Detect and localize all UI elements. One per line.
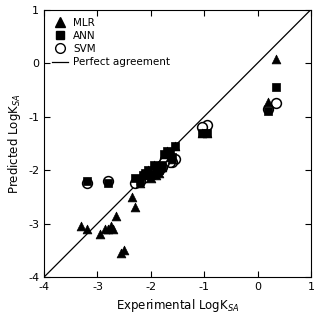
Point <box>106 178 111 183</box>
Point <box>156 167 161 172</box>
Point <box>84 181 89 186</box>
Point <box>274 56 279 61</box>
Point <box>164 149 169 154</box>
Point <box>106 226 111 231</box>
Point <box>199 130 204 135</box>
Point <box>266 106 271 111</box>
Point <box>172 157 177 162</box>
Point <box>204 130 209 135</box>
Point <box>98 232 103 237</box>
Point <box>164 149 169 154</box>
Y-axis label: Predicted LogK$_{SA}$: Predicted LogK$_{SA}$ <box>5 93 22 194</box>
Point <box>140 173 145 178</box>
Point <box>103 226 108 231</box>
Point <box>151 162 156 167</box>
Point <box>170 154 175 159</box>
Point <box>156 167 161 172</box>
Point <box>172 143 177 148</box>
Point <box>148 173 153 178</box>
Point <box>159 165 164 170</box>
Point <box>159 165 164 170</box>
Point <box>170 157 175 162</box>
Point <box>79 224 84 229</box>
Point <box>204 130 209 135</box>
Point <box>140 175 145 180</box>
Point <box>164 154 169 159</box>
Point <box>143 170 148 175</box>
Point <box>266 108 271 114</box>
Point <box>162 151 167 156</box>
Point <box>159 162 164 167</box>
Point <box>274 84 279 90</box>
Point <box>132 205 137 210</box>
Point <box>108 224 113 229</box>
Point <box>162 151 167 156</box>
Point <box>138 181 143 186</box>
Point <box>84 178 89 183</box>
Point <box>167 159 172 164</box>
Point <box>162 159 167 164</box>
Point <box>156 170 161 175</box>
Point <box>130 194 135 199</box>
Point <box>114 213 119 218</box>
Point <box>148 170 153 175</box>
Point <box>154 167 159 172</box>
Point <box>146 167 151 172</box>
Point <box>151 170 156 175</box>
Point <box>143 173 148 178</box>
Point <box>199 130 204 135</box>
Point <box>204 122 209 127</box>
Point <box>274 100 279 106</box>
Point <box>154 173 159 178</box>
X-axis label: Experimental LogK$_{SA}$: Experimental LogK$_{SA}$ <box>116 298 239 315</box>
Point <box>167 151 172 156</box>
Point <box>143 170 148 175</box>
Point <box>138 178 143 183</box>
Point <box>132 175 137 180</box>
Point <box>111 226 116 231</box>
Point <box>146 173 151 178</box>
Point <box>154 167 159 172</box>
Point <box>84 226 89 231</box>
Point <box>138 178 143 183</box>
Point <box>122 248 127 253</box>
Point <box>146 167 151 172</box>
Point <box>170 159 175 164</box>
Point <box>167 154 172 159</box>
Point <box>172 143 177 148</box>
Legend: MLR, ANN, SVM, Perfect agreement: MLR, ANN, SVM, Perfect agreement <box>49 15 173 70</box>
Point <box>266 99 271 104</box>
Point <box>132 181 137 186</box>
Point <box>119 250 124 255</box>
Point <box>140 173 145 178</box>
Point <box>199 125 204 130</box>
Point <box>151 162 156 167</box>
Point <box>106 181 111 186</box>
Point <box>148 175 153 180</box>
